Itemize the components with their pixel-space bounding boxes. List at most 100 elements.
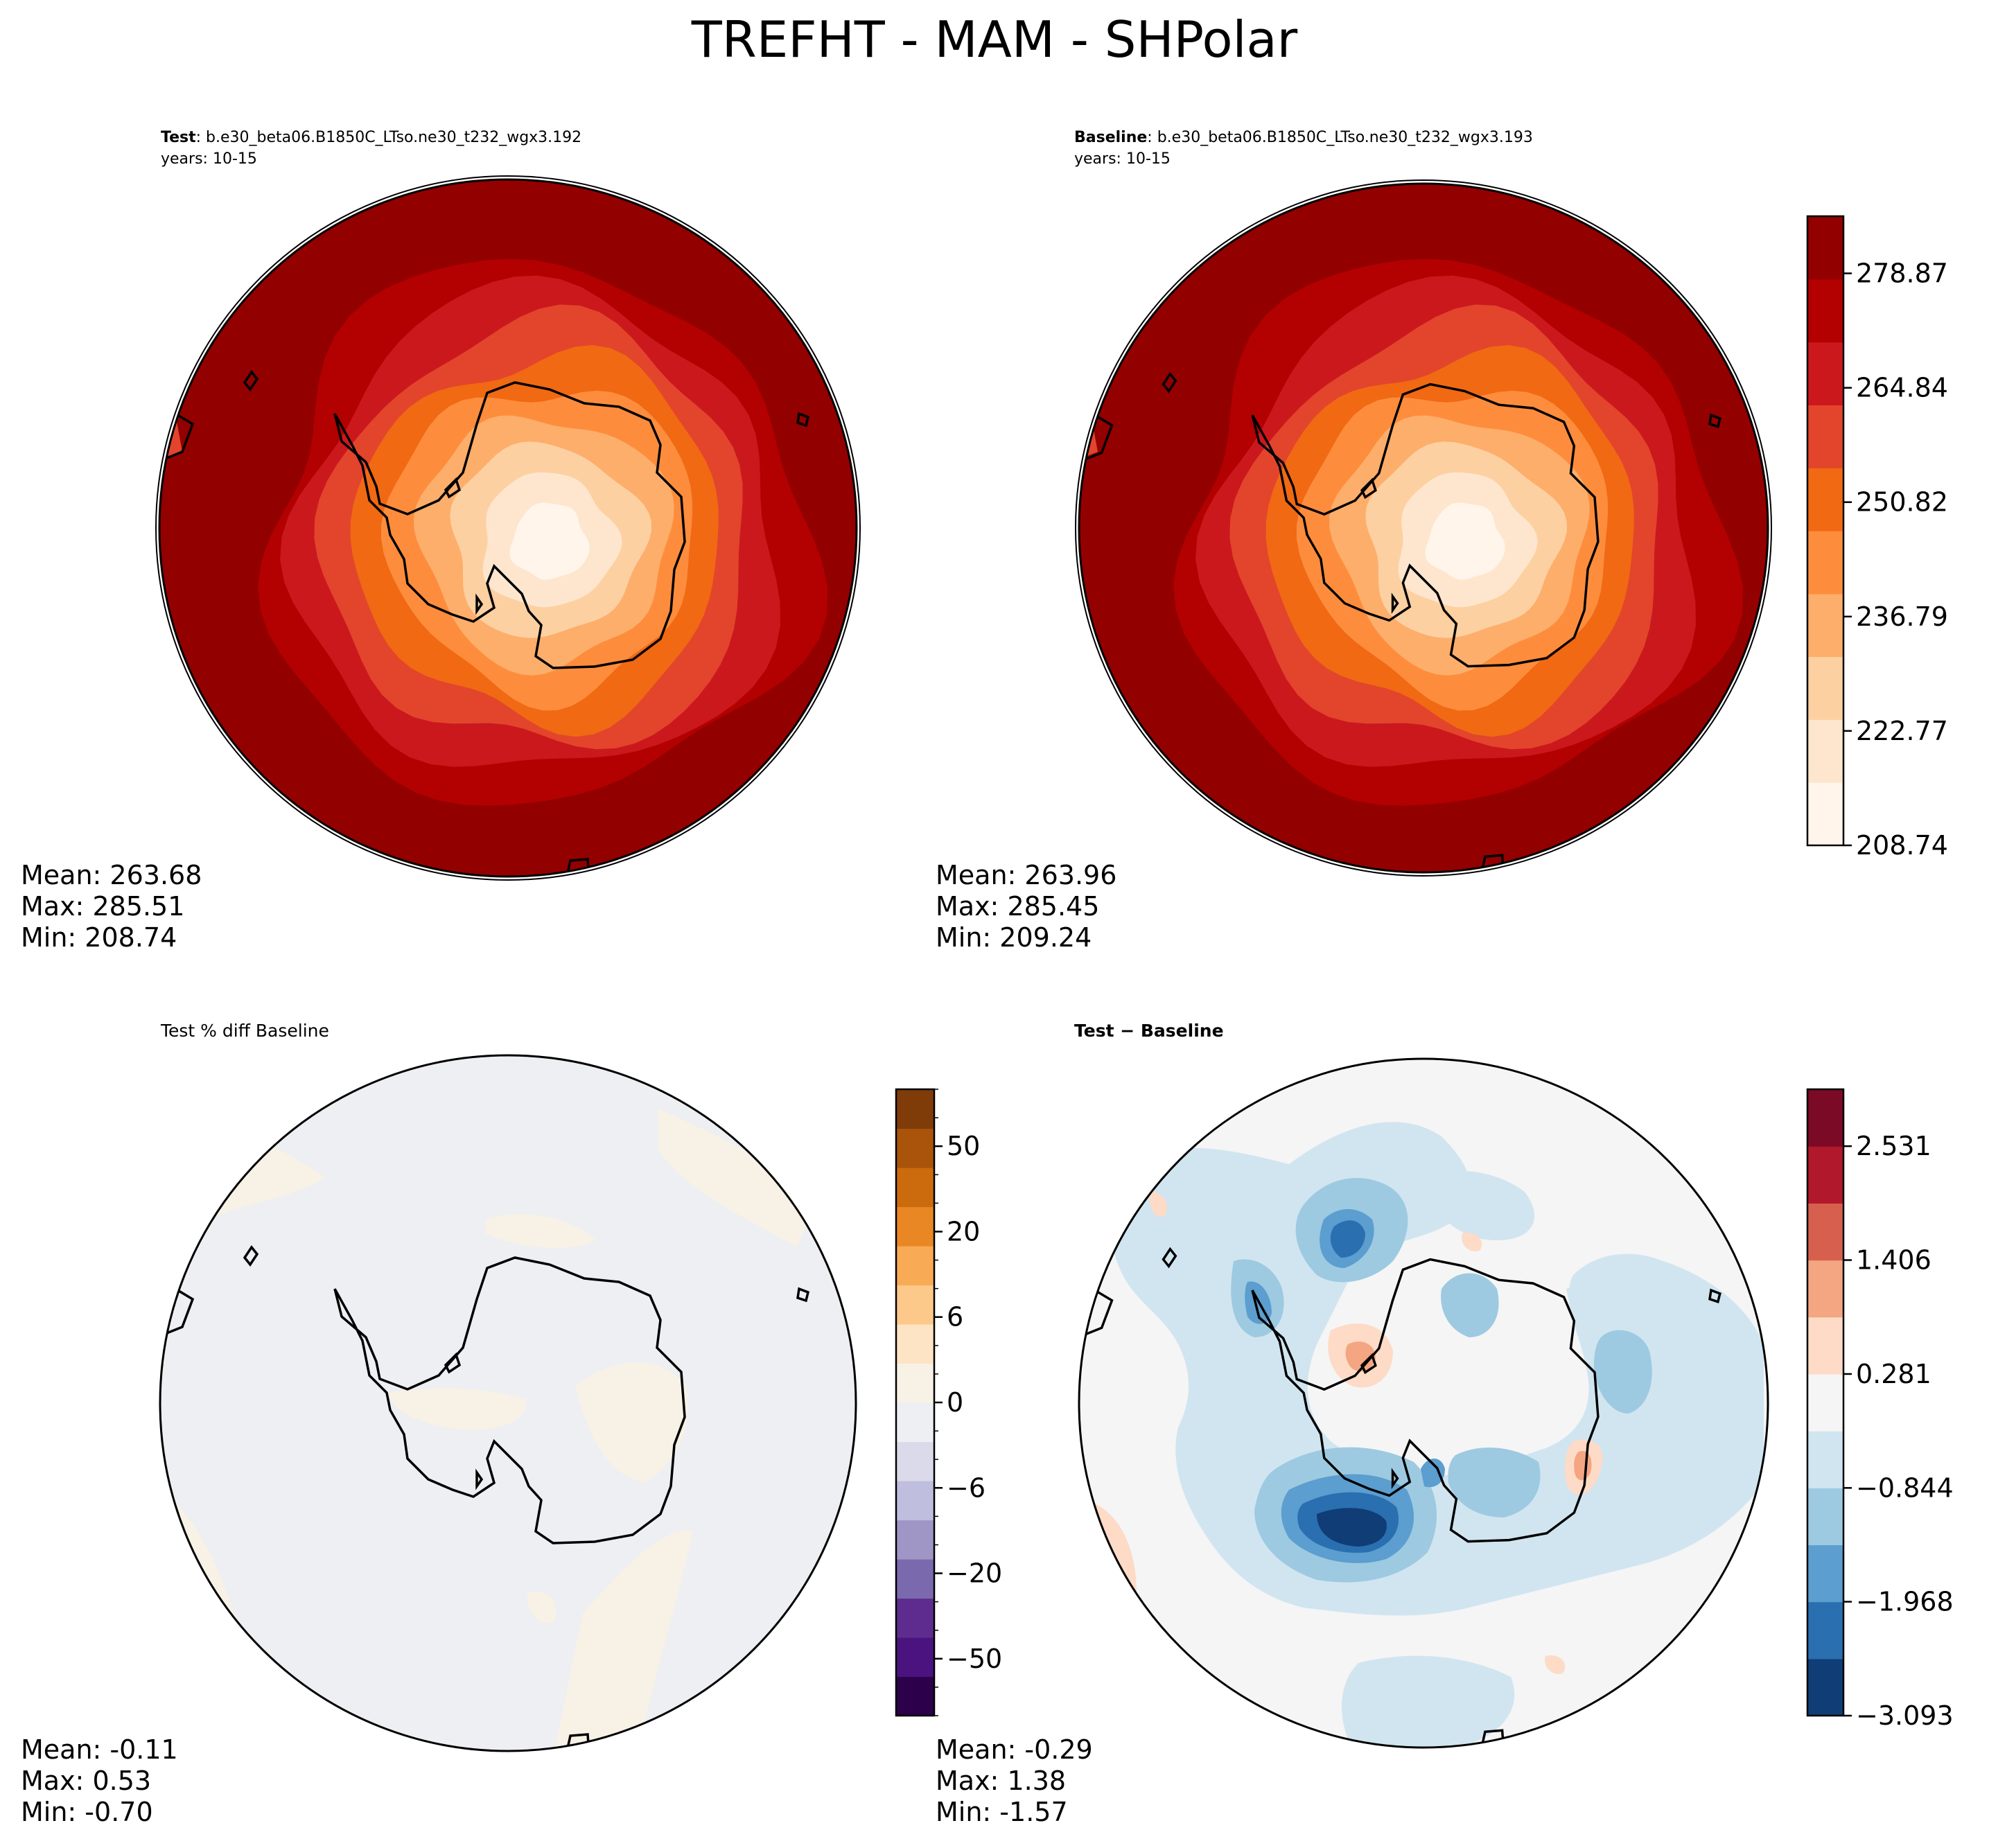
colorbar-segment	[896, 1559, 934, 1599]
colorbar-segment	[1807, 593, 1843, 658]
diff-patch	[1421, 1459, 1445, 1488]
positive-patch	[658, 1109, 818, 1247]
map-abs-diff-negative-patches	[1110, 1122, 1764, 1748]
small-island-coastline	[1162, 1247, 1177, 1269]
colorbar-segment	[1807, 1146, 1843, 1204]
panel-test-title-bold: Test	[161, 129, 196, 146]
colorbar-tick-label: −50	[947, 1644, 1002, 1674]
south-america-coastline	[159, 412, 195, 467]
island-coastline	[444, 1352, 462, 1374]
colorbar-segment	[1807, 279, 1843, 343]
panel-test-max: Max: 285.51	[21, 891, 184, 922]
antarctica-coastline	[1251, 1258, 1600, 1543]
antarctica-coastline	[333, 381, 686, 669]
contour-zone	[509, 502, 590, 580]
colorbar-segment	[896, 1481, 934, 1521]
colorbar-segment	[896, 1168, 934, 1208]
panel-baseline-title: Baseline: b.e30_beta06.B1850C_LTso.ne30_…	[1074, 129, 1533, 146]
positive-patch	[575, 1362, 688, 1483]
map-abs-diff-border	[1078, 1057, 1769, 1749]
panel-baseline-min: Min: 209.24	[936, 922, 1092, 953]
colorbar-tick-label: 50	[947, 1131, 980, 1161]
colorbar-segment	[896, 1520, 934, 1560]
colorbar-segment	[1807, 1601, 1843, 1660]
colorbar-tick-label: 236.79	[1856, 601, 1948, 632]
colorbar-segment	[1807, 1545, 1843, 1603]
small-island-coastline	[243, 370, 259, 391]
small-island-coastline	[1162, 371, 1177, 394]
colorbar-segment	[896, 1246, 934, 1286]
colorbar-abs-diff: −3.093 −1.968 −0.844 0.281 1.406 2.531	[1806, 1088, 1954, 1731]
diff-patch	[1545, 1655, 1566, 1674]
island-coastline	[444, 477, 462, 499]
colorbar-segment	[896, 1089, 934, 1129]
map-baseline-border	[1078, 182, 1769, 874]
panel-test-mean: Mean: 263.68	[21, 860, 202, 890]
colorbar-tick-label: −20	[947, 1558, 1002, 1589]
island-coastline	[475, 1468, 484, 1490]
colorbar-tick-label: −1.968	[1856, 1587, 1954, 1617]
island-coastline	[1391, 592, 1399, 615]
colorbar-segment	[1807, 405, 1843, 468]
diff-patch	[1345, 1341, 1376, 1372]
panel-pct-diff-min: Min: -0.70	[21, 1797, 153, 1827]
island-coastline	[1360, 1353, 1377, 1375]
small-island-coastline	[1708, 413, 1721, 429]
map-abs-diff	[1079, 1059, 1768, 1748]
panel-test-years: years: 10-15	[161, 150, 257, 168]
colorbar-tick-label: 250.82	[1856, 487, 1948, 518]
colorbar-segment	[1807, 782, 1843, 846]
panel-pct-diff-max: Max: 0.53	[21, 1766, 151, 1796]
panel-abs-diff-title: Test − Baseline	[1074, 1021, 1224, 1041]
colorbar-segment	[1807, 531, 1843, 595]
colorbar-segment	[1807, 719, 1843, 783]
colorbar-segment	[1807, 468, 1843, 531]
colorbar-tick-label: 208.74	[1856, 830, 1948, 861]
colorbar-tick-label: 6	[947, 1302, 963, 1332]
panel-pct-diff: Test % diff Baseline	[21, 1021, 1002, 1827]
small-island-coastline	[1708, 1288, 1721, 1304]
small-island-coastline	[796, 1287, 810, 1303]
map-baseline-border-outer	[1075, 179, 1772, 877]
south-america-coastline	[160, 1287, 195, 1342]
colorbar-frame	[1806, 215, 1845, 847]
diff-patch	[1342, 1655, 1515, 1748]
panel-baseline-years: years: 10-15	[1074, 150, 1171, 168]
positive-patch	[554, 1530, 693, 1751]
colorbar-segment	[1807, 1373, 1843, 1432]
colorbar-pct-diff: −50 −20 −6 0 6 20 50	[895, 1088, 1002, 1717]
colorbar-tick-label: 0	[947, 1387, 963, 1418]
panel-baseline-mean: Mean: 263.96	[936, 860, 1116, 890]
colorbar-segment	[896, 1363, 934, 1403]
panel-pct-diff-title: Test % diff Baseline	[160, 1021, 329, 1041]
diff-patch	[1330, 1220, 1365, 1258]
antarctica-coastline	[333, 1256, 686, 1545]
panel-baseline-title-bold: Baseline	[1074, 129, 1147, 146]
colorbar-tick-label: 0.281	[1856, 1359, 1931, 1389]
south-america-coastline	[1079, 1288, 1114, 1343]
diff-patch	[1462, 1233, 1482, 1251]
map-test	[159, 179, 857, 877]
panel-test-title-rest: : b.e30_beta06.B1850C_LTso.ne30_t232_wgx…	[196, 129, 582, 146]
colorbar-segment	[896, 1676, 934, 1716]
diff-patch	[1421, 1170, 1535, 1240]
colorbar-segment	[1807, 1431, 1843, 1488]
panel-abs-diff-min: Min: -1.57	[936, 1797, 1068, 1827]
colorbar-segment	[1807, 1203, 1843, 1261]
island-coastline	[1391, 1468, 1399, 1490]
panel-test-title: Test: b.e30_beta06.B1850C_LTso.ne30_t232…	[161, 129, 581, 146]
colorbar-tick-label: −0.844	[1856, 1472, 1954, 1503]
panel-abs-diff-max: Max: 1.38	[936, 1766, 1066, 1796]
colorbar-segment	[896, 1637, 934, 1678]
panel-abs-diff-mean: Mean: -0.29	[936, 1734, 1093, 1765]
map-baseline	[1079, 184, 1768, 872]
colorbar-frame	[1806, 1088, 1845, 1717]
small-island-coastline	[796, 412, 810, 428]
colorbar-tick-label: 2.531	[1856, 1131, 1931, 1161]
colorbar-segment	[896, 1324, 934, 1364]
colorbar-segment	[896, 1206, 934, 1247]
colorbar-tick-label: 278.87	[1856, 258, 1948, 289]
diff-patch	[1594, 1330, 1652, 1414]
panel-pct-diff-mean: Mean: -0.11	[21, 1734, 178, 1765]
colorbar-segment	[1807, 1317, 1843, 1375]
